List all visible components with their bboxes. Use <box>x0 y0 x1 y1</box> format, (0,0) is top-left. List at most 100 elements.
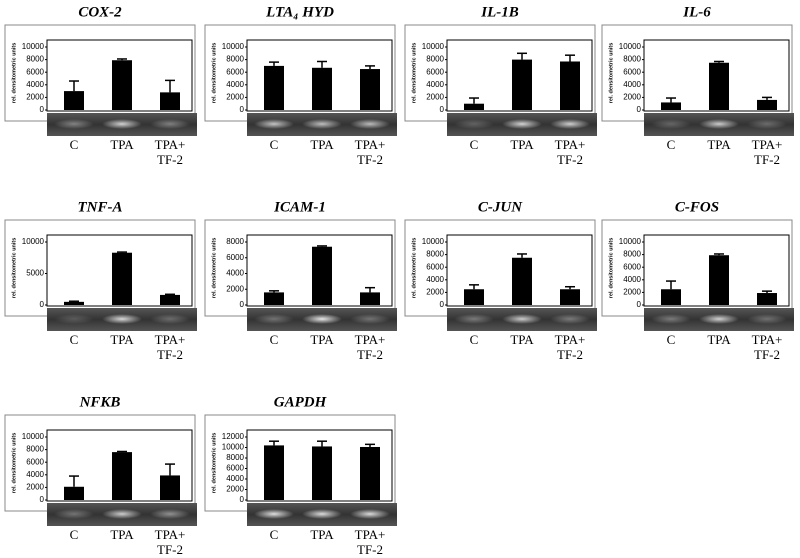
chart-title: ICAM-1 <box>273 199 326 215</box>
gel-band <box>651 314 691 324</box>
y-axis-label: rel. densitometric units <box>11 238 17 299</box>
bar <box>264 445 284 500</box>
x-tick-label: TPA+ TF-2 <box>751 332 783 362</box>
gel-band <box>747 314 787 324</box>
y-tick-label: 0 <box>440 105 445 114</box>
y-tick-label: 4000 <box>623 275 641 284</box>
gel-band <box>54 314 94 324</box>
chart-title: NFKB <box>79 394 121 410</box>
chart-title: LTA₄ HYD <box>265 4 334 20</box>
x-tick-label: TPA <box>510 137 534 152</box>
x-tick-label: C <box>666 332 676 347</box>
gel-band <box>254 314 294 324</box>
y-tick-label: 2000 <box>226 93 244 102</box>
gel-band <box>102 119 142 129</box>
bar <box>312 246 332 305</box>
bar <box>464 103 484 110</box>
x-tick-label: TPA <box>310 527 334 542</box>
y-axis-label: rel. densitometric units <box>11 43 17 104</box>
plot-box <box>46 429 193 502</box>
chart-title: IL-1B <box>480 4 519 20</box>
y-axis-label: rel. densitometric units <box>11 433 17 494</box>
x-tick-label: C <box>69 332 79 347</box>
y-tick-label: 10000 <box>222 443 245 452</box>
bar <box>560 289 580 305</box>
gel-band <box>302 119 342 129</box>
plot-box <box>446 39 593 112</box>
y-tick-label: 8000 <box>226 237 244 246</box>
y-tick-label: 2000 <box>623 288 641 297</box>
x-tick-label: TPA <box>110 332 134 347</box>
y-tick-label: 6000 <box>226 253 244 262</box>
bar <box>312 67 332 110</box>
y-tick-label: 0 <box>240 300 245 309</box>
bar <box>360 446 380 500</box>
x-tick-label: TPA <box>310 332 334 347</box>
x-tick-label: C <box>469 137 479 152</box>
bar <box>757 293 777 305</box>
gel-band <box>699 314 739 324</box>
x-tick-label: TPA <box>110 527 134 542</box>
y-tick-label: 6000 <box>426 262 444 271</box>
y-tick-label: 10000 <box>619 237 642 246</box>
x-tick-label: TPA+ TF-2 <box>354 137 386 167</box>
plot-box <box>246 429 393 502</box>
bar <box>64 486 84 500</box>
chart-title: GAPDH <box>274 394 328 410</box>
y-tick-label: 8000 <box>226 55 244 64</box>
y-tick-label: 10000 <box>22 237 45 246</box>
y-tick-label: 8000 <box>26 445 44 454</box>
y-tick-label: 10000 <box>222 42 245 51</box>
y-tick-label: 6000 <box>26 67 44 76</box>
bar <box>312 446 332 500</box>
gel-band <box>254 119 294 129</box>
chart-title: COX-2 <box>78 4 122 20</box>
plot-box <box>643 234 790 307</box>
y-tick-label: 6000 <box>426 67 444 76</box>
x-tick-label: TPA+ TF-2 <box>354 332 386 362</box>
y-tick-label: 2000 <box>26 93 44 102</box>
gel-band <box>550 314 590 324</box>
x-tick-label: C <box>666 137 676 152</box>
plot-box <box>246 39 393 112</box>
y-axis-label: rel. densitometric units <box>608 238 614 299</box>
bar <box>160 92 180 110</box>
gel-band <box>454 119 494 129</box>
y-tick-label: 4000 <box>226 80 244 89</box>
gel-band <box>302 314 342 324</box>
plot-box <box>446 234 593 307</box>
y-tick-label: 4000 <box>226 474 244 483</box>
y-tick-label: 0 <box>637 300 642 309</box>
plot-box <box>46 234 193 307</box>
x-tick-label: TPA+ TF-2 <box>554 137 586 167</box>
y-axis-label: rel. densitometric units <box>411 43 417 104</box>
y-tick-label: 2000 <box>226 485 244 494</box>
x-tick-label: TPA+ TF-2 <box>554 332 586 362</box>
gel-band <box>150 314 190 324</box>
y-tick-label: 0 <box>440 300 445 309</box>
y-tick-label: 0 <box>40 300 45 309</box>
gel-band <box>454 314 494 324</box>
gel-band <box>102 314 142 324</box>
bar <box>709 255 729 305</box>
y-tick-label: 8000 <box>426 55 444 64</box>
y-tick-label: 4000 <box>426 80 444 89</box>
y-tick-label: 8000 <box>623 250 641 259</box>
y-tick-label: 0 <box>240 105 245 114</box>
gel-band <box>54 509 94 519</box>
bar <box>360 69 380 110</box>
bar <box>661 289 681 305</box>
chart-title: IL-6 <box>682 4 711 20</box>
gel-band <box>150 119 190 129</box>
x-tick-label: TPA <box>310 137 334 152</box>
y-tick-label: 4000 <box>26 80 44 89</box>
bar <box>560 61 580 110</box>
y-tick-label: 10000 <box>22 42 45 51</box>
x-tick-label: C <box>69 527 79 542</box>
y-tick-label: 8000 <box>26 55 44 64</box>
gel-band <box>350 509 390 519</box>
bar <box>112 60 132 110</box>
bar <box>464 289 484 305</box>
x-tick-label: TPA+ TF-2 <box>154 527 186 557</box>
